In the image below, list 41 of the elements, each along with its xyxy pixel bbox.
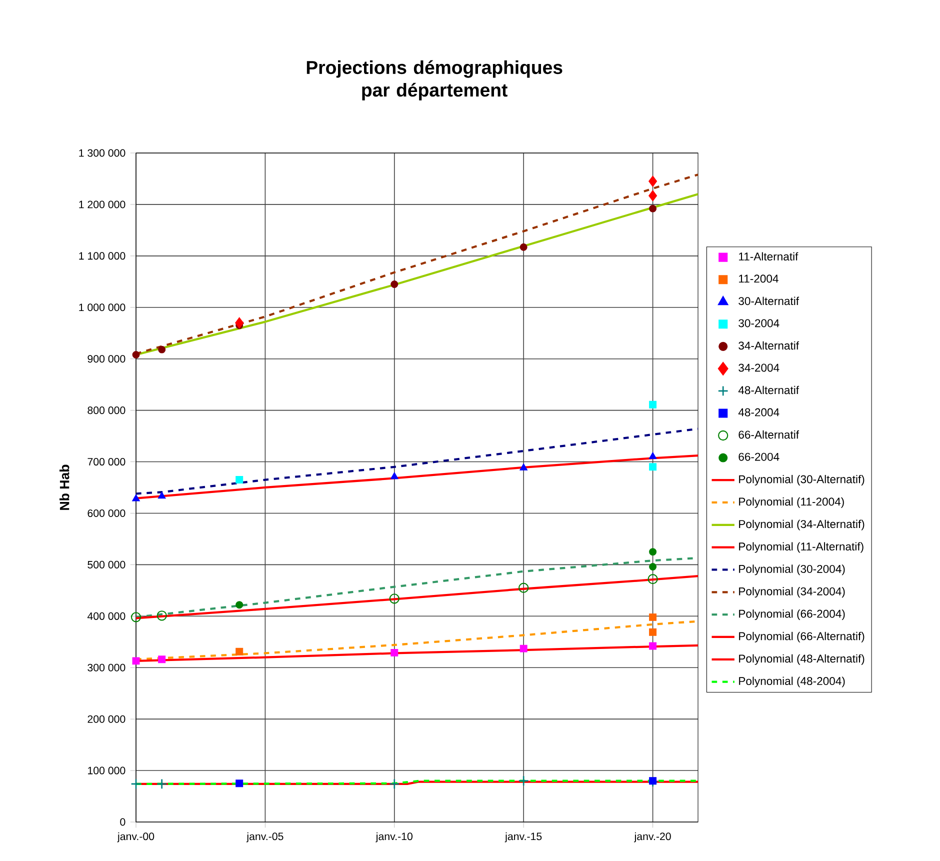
legend-label: 11-2004 bbox=[739, 274, 778, 283]
legend-label: Polynomial (66-2004) bbox=[739, 609, 845, 620]
legend-label: 34-2004 bbox=[738, 364, 780, 372]
y-tick-label: 800 000 bbox=[88, 406, 126, 414]
legend-label: Polynomial (34-2004) bbox=[739, 587, 845, 598]
x-tick-label: janv.-10 bbox=[376, 832, 412, 842]
legend-label: 30-Alternatif bbox=[738, 296, 800, 306]
legend-label: Polynomial (48-2004) bbox=[739, 676, 845, 688]
legend-label: Polynomial (30-Alternatif) bbox=[739, 474, 864, 486]
y-tick-label: 200 000 bbox=[88, 715, 126, 723]
x-tick-label: janv.-20 bbox=[634, 832, 671, 842]
legend-label: 48-Alternatif bbox=[738, 386, 800, 394]
y-tick-label: 100 000 bbox=[88, 766, 126, 774]
y-tick-label: 300 000 bbox=[88, 664, 126, 672]
y-tick-label: 1 200 000 bbox=[79, 200, 126, 208]
y-tick-label: 900 000 bbox=[88, 355, 126, 363]
y-tick-label: 1 100 000 bbox=[79, 252, 126, 260]
y-tick-label: 1 300 000 bbox=[79, 149, 126, 157]
legend-label: Polynomial (30-2004) bbox=[739, 564, 845, 576]
y-tick-label: 600 000 bbox=[88, 509, 126, 517]
y-tick-label: 700 000 bbox=[88, 458, 126, 466]
y-tick-label: 0 bbox=[120, 818, 126, 826]
chart-title: Projections démographiques par département bbox=[306, 60, 562, 100]
legend-label: Polynomial (48-Alternatif) bbox=[739, 654, 864, 665]
y-tick-label: 1 000 000 bbox=[79, 304, 126, 312]
legend-label: Polynomial (66-Alternatif) bbox=[739, 632, 864, 642]
legend-label: Polynomial (34-Alternatif) bbox=[739, 520, 864, 530]
x-tick-label: janv.-00 bbox=[117, 832, 154, 842]
legend-label: 66-Alternatif bbox=[738, 430, 800, 439]
x-tick-label: janv.-15 bbox=[504, 832, 542, 842]
x-tick-label: janv.-05 bbox=[246, 832, 284, 842]
legend-label: Polynomial (11-2004) bbox=[739, 497, 844, 508]
y-tick-label: 400 000 bbox=[87, 612, 126, 620]
legend-label: 30-2004 bbox=[738, 319, 780, 328]
y-tick-label: 500 000 bbox=[88, 560, 126, 568]
legend-label: 48-2004 bbox=[738, 408, 780, 416]
legend-label: Polynomial (11-Alternatif) bbox=[739, 542, 864, 553]
legend-label: 34-Alternatif bbox=[738, 341, 800, 350]
y-axis-title: Nb Hab bbox=[59, 464, 70, 510]
legend-label: 66-2004 bbox=[738, 452, 780, 461]
legend-label: 11-Alternatif bbox=[739, 252, 798, 261]
